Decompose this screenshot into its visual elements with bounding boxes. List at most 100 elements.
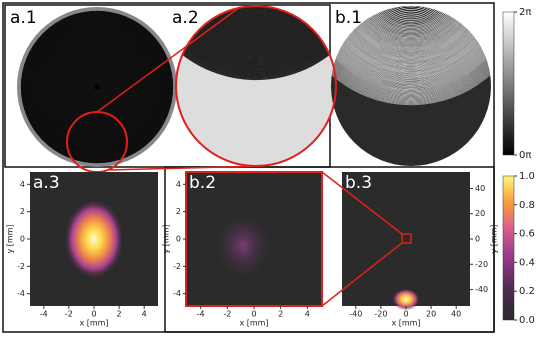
ring <box>183 6 329 33</box>
ring <box>331 6 491 78</box>
ring <box>176 6 336 48</box>
ring <box>331 6 491 72</box>
ring <box>176 6 336 58</box>
ring <box>361 6 461 35</box>
ring <box>374 6 448 22</box>
ring <box>336 6 486 60</box>
ring <box>202 6 310 14</box>
zoom-line <box>321 171 403 235</box>
ring <box>186 6 326 30</box>
x-tick-label: 2 <box>117 310 122 319</box>
x-axis-label: x [mm] <box>391 319 420 328</box>
panel-label: b.1 <box>335 8 362 28</box>
ring <box>331 6 491 96</box>
ring <box>176 6 336 70</box>
ring <box>206 6 306 10</box>
ring <box>176 6 336 64</box>
ring <box>347 6 475 49</box>
ring <box>356 6 466 40</box>
image-area <box>342 172 470 306</box>
ring <box>331 6 491 103</box>
ring <box>366 6 456 30</box>
ring <box>331 6 491 100</box>
ring <box>346 6 476 50</box>
ring <box>192 6 320 24</box>
y-tick-label: 4 <box>20 180 25 189</box>
ring <box>351 6 471 45</box>
ring <box>331 6 491 106</box>
y-axis-label: y [mm] <box>490 224 499 253</box>
y-tick-label: -2 <box>173 262 181 271</box>
y-tick-label: 0 <box>20 235 25 244</box>
ring <box>176 6 336 46</box>
ring <box>331 6 491 83</box>
panel-label: a.2 <box>172 8 199 28</box>
ring <box>331 6 491 88</box>
ring <box>331 6 491 89</box>
ring <box>369 6 453 27</box>
ring <box>331 6 491 67</box>
ring <box>357 6 465 39</box>
ring <box>331 6 491 104</box>
ring <box>331 6 491 105</box>
ring <box>176 6 336 59</box>
ring <box>214 0 298 2</box>
ring <box>176 6 336 61</box>
ring <box>379 6 443 17</box>
y-tick-label: -4 <box>173 289 181 298</box>
y-tick-label: 2 <box>20 207 25 216</box>
ring <box>331 6 491 104</box>
ring <box>331 6 491 78</box>
ring <box>331 6 491 94</box>
ring <box>176 6 336 81</box>
ring <box>331 6 491 75</box>
ring <box>331 6 491 69</box>
ring <box>331 6 491 101</box>
y-tick-label: -2 <box>17 262 25 271</box>
ring <box>176 6 336 73</box>
x-tick-label: 40 <box>451 310 461 319</box>
ring <box>187 6 325 29</box>
ring <box>337 6 485 59</box>
ring <box>331 6 491 77</box>
panel-label: b.3 <box>345 173 372 193</box>
ring <box>178 6 334 38</box>
ring <box>331 6 491 80</box>
ring <box>176 6 336 51</box>
x-tick-label: 0 <box>91 310 96 319</box>
panel-label: a.1 <box>10 8 37 28</box>
ring <box>176 6 336 78</box>
x-tick-label: 0 <box>403 310 408 319</box>
x-tick-label: -40 <box>349 310 362 319</box>
ring <box>341 6 481 55</box>
y-tick-label: 40 <box>475 184 485 193</box>
colorbar-tick-label: 0.0 <box>519 315 535 326</box>
ring <box>341 6 481 55</box>
y-tick-label: -4 <box>17 289 25 298</box>
ring <box>334 6 488 62</box>
x-tick-label: -2 <box>65 310 73 319</box>
ring <box>176 6 336 79</box>
ring <box>176 6 336 68</box>
ring <box>331 6 491 70</box>
ring <box>353 6 469 43</box>
ring <box>331 6 491 87</box>
ring <box>331 6 491 91</box>
ring <box>331 6 491 93</box>
ring <box>204 6 308 12</box>
ring <box>381 6 441 15</box>
ring <box>176 6 336 65</box>
ring <box>90 80 104 94</box>
ring <box>363 6 459 33</box>
colorbar-tick-label: 0π <box>519 150 531 161</box>
zoom-line <box>96 6 241 113</box>
ring <box>331 6 491 79</box>
ring <box>176 6 336 55</box>
ring <box>331 6 491 84</box>
ring <box>176 6 336 76</box>
ring <box>176 6 336 67</box>
ring <box>176 6 336 74</box>
colorbar-tick-label: 0.4 <box>519 257 535 268</box>
ring <box>331 6 491 92</box>
ring <box>176 6 336 75</box>
